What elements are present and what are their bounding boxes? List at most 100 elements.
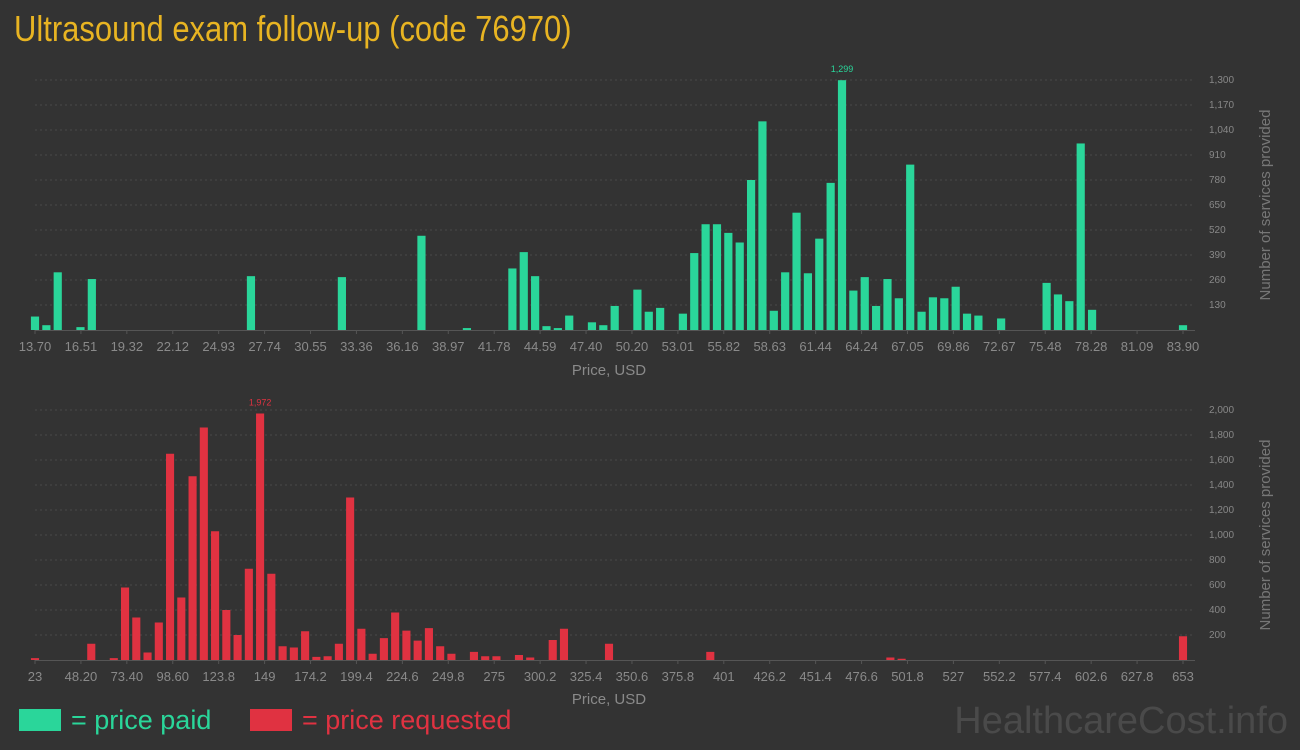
bar	[792, 212, 801, 330]
bar	[402, 630, 411, 660]
bar	[542, 326, 551, 330]
y-tick-label: 1,200	[1209, 505, 1234, 516]
y-tick-label: 1,400	[1209, 480, 1234, 491]
bar	[604, 643, 614, 660]
legend-swatch-paid	[19, 709, 61, 731]
y-tick-label: 520	[1209, 225, 1226, 236]
bar	[514, 655, 524, 660]
bar	[940, 298, 949, 330]
y-axis-title: Number of services provided	[1257, 110, 1274, 301]
bar	[462, 328, 472, 330]
x-tick-label: 69.86	[937, 339, 970, 354]
y-tick-label: 390	[1209, 250, 1226, 261]
bar	[872, 305, 881, 330]
x-tick-label: 325.4	[570, 669, 603, 684]
bar	[894, 298, 903, 330]
bar	[87, 279, 96, 330]
bar	[962, 313, 972, 330]
bar	[109, 658, 118, 660]
y-tick-label: 1,800	[1209, 430, 1234, 441]
x-tick-label: 23	[28, 669, 42, 684]
bar	[199, 427, 208, 660]
bar	[769, 310, 778, 330]
x-tick-label: 27.74	[248, 339, 281, 354]
y-axis-title: Number of services provided	[1257, 440, 1274, 631]
bar	[120, 587, 130, 660]
x-tick-label: 123.8	[202, 669, 235, 684]
bar	[289, 647, 298, 660]
x-tick-label: 375.8	[662, 669, 695, 684]
bar	[883, 279, 892, 330]
bar	[565, 315, 574, 330]
x-tick-label: 174.2	[294, 669, 327, 684]
bar	[886, 657, 895, 660]
bar	[188, 476, 197, 660]
bar	[154, 622, 163, 660]
bar	[492, 656, 501, 660]
bar	[436, 646, 445, 660]
x-tick-label: 58.63	[753, 339, 786, 354]
bar	[928, 297, 938, 330]
bar	[244, 568, 253, 660]
y-tick-label: 1,170	[1209, 100, 1234, 111]
bar	[222, 610, 231, 660]
y-tick-label: 1,300	[1209, 75, 1234, 86]
bar	[706, 651, 715, 660]
bar	[815, 238, 824, 330]
bar	[87, 643, 96, 660]
y-tick-label: 800	[1209, 555, 1226, 566]
bar	[391, 612, 400, 660]
x-tick-label: 78.28	[1075, 339, 1108, 354]
x-tick-label: 30.55	[294, 339, 327, 354]
bar	[301, 631, 310, 660]
legend-swatch-requested	[250, 709, 292, 731]
y-tick-label: 400	[1209, 605, 1226, 616]
bar	[781, 272, 790, 330]
x-tick-label: 55.82	[708, 339, 741, 354]
x-tick-label: 602.6	[1075, 669, 1108, 684]
legend-item-price-paid: = price paid	[19, 703, 211, 737]
x-tick-label: 33.36	[340, 339, 373, 354]
x-tick-label: 44.59	[524, 339, 557, 354]
y-tick-label: 600	[1209, 580, 1226, 591]
bar	[42, 325, 51, 330]
x-tick-label: 64.24	[845, 339, 878, 354]
bar	[1178, 325, 1188, 330]
y-tick-label: 260	[1209, 275, 1226, 286]
bar	[758, 121, 767, 330]
y-tick-label: 780	[1209, 175, 1226, 186]
bar	[481, 656, 490, 660]
x-tick-label: 98.60	[156, 669, 189, 684]
x-tick-label: 81.09	[1121, 339, 1154, 354]
x-tick-label: 653	[1172, 669, 1194, 684]
bar	[368, 653, 377, 660]
bar	[337, 277, 346, 330]
bar	[724, 232, 733, 330]
legend-label-requested: = price requested	[302, 704, 512, 735]
bar	[644, 311, 653, 330]
bar	[346, 497, 355, 660]
bar	[553, 328, 562, 330]
bar	[267, 573, 276, 660]
y-tick-label: 1,040	[1209, 125, 1234, 136]
x-tick-label: 61.44	[799, 339, 832, 354]
price-paid-chart: 130 260 390 520 650 780 910 1,040 1,170 1,300 1,29…	[19, 64, 1274, 379]
bar	[211, 531, 220, 660]
bar	[256, 413, 265, 660]
bar	[826, 182, 835, 330]
x-tick-label: 75.48	[1029, 339, 1062, 354]
max-value-label: 1,972	[249, 398, 272, 408]
x-tick-label: 527	[943, 669, 965, 684]
bar	[997, 318, 1006, 330]
bar	[526, 657, 535, 660]
bar	[469, 651, 478, 660]
x-tick-label: 577.4	[1029, 669, 1062, 684]
x-tick-label: 22.12	[156, 339, 189, 354]
bar	[334, 643, 343, 660]
bar	[860, 277, 869, 330]
x-tick-label: 41.78	[478, 339, 511, 354]
bar	[53, 272, 62, 330]
bar	[1178, 636, 1188, 660]
bar	[1076, 143, 1085, 330]
bar	[166, 453, 175, 660]
